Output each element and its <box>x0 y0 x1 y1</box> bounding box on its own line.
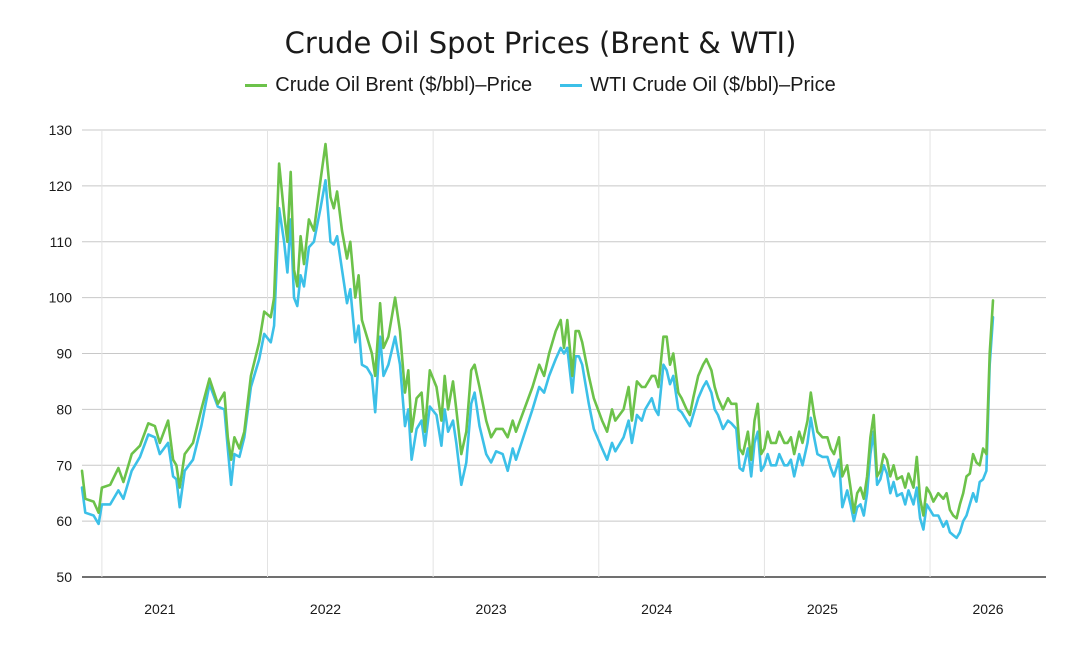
series-line-brent <box>80 142 995 520</box>
legend-swatch-wti <box>560 84 583 87</box>
y-tick-label: 100 <box>49 290 73 306</box>
series-line-wti <box>80 179 995 540</box>
y-tick-label: 110 <box>50 234 73 250</box>
x-tick-label: 2021 <box>144 601 175 617</box>
x-tick-label: 2023 <box>476 601 507 617</box>
series-lines <box>80 142 995 540</box>
x-tick-label: 2022 <box>310 601 341 617</box>
year-dividers <box>101 130 931 577</box>
y-tick-label: 60 <box>56 513 72 529</box>
legend-swatch-brent <box>245 84 268 87</box>
chart-title: Crude Oil Spot Prices (Brent & WTI) <box>284 26 797 60</box>
y-tick-label: 90 <box>56 346 72 362</box>
y-axis-ticks: 50 60 70 80 90 100 110 120 130 <box>49 122 73 585</box>
chart-legend: Crude Oil Brent ($/bbl)–Price WTI Crude … <box>0 74 1081 97</box>
y-tick-label: 120 <box>49 178 73 194</box>
y-tick-label: 70 <box>56 457 72 473</box>
x-tick-label: 2024 <box>641 601 672 617</box>
legend-label-brent: Crude Oil Brent ($/bbl)–Price <box>275 74 533 96</box>
legend-item-brent: Crude Oil Brent ($/bbl)–Price <box>245 74 532 97</box>
y-tick-label: 130 <box>49 122 73 138</box>
grid-lines <box>82 129 1046 578</box>
x-axis-ticks: 2021 2022 2023 2024 2025 2026 <box>144 601 1004 617</box>
x-tick-label: 2025 <box>807 601 838 617</box>
legend-label-wti: WTI Crude Oil ($/bbl)–Price <box>590 74 836 96</box>
legend-item-wti: WTI Crude Oil ($/bbl)–Price <box>560 74 836 97</box>
y-tick-label: 50 <box>56 569 72 585</box>
x-tick-label: 2026 <box>972 601 1003 617</box>
y-tick-label: 80 <box>56 401 72 417</box>
